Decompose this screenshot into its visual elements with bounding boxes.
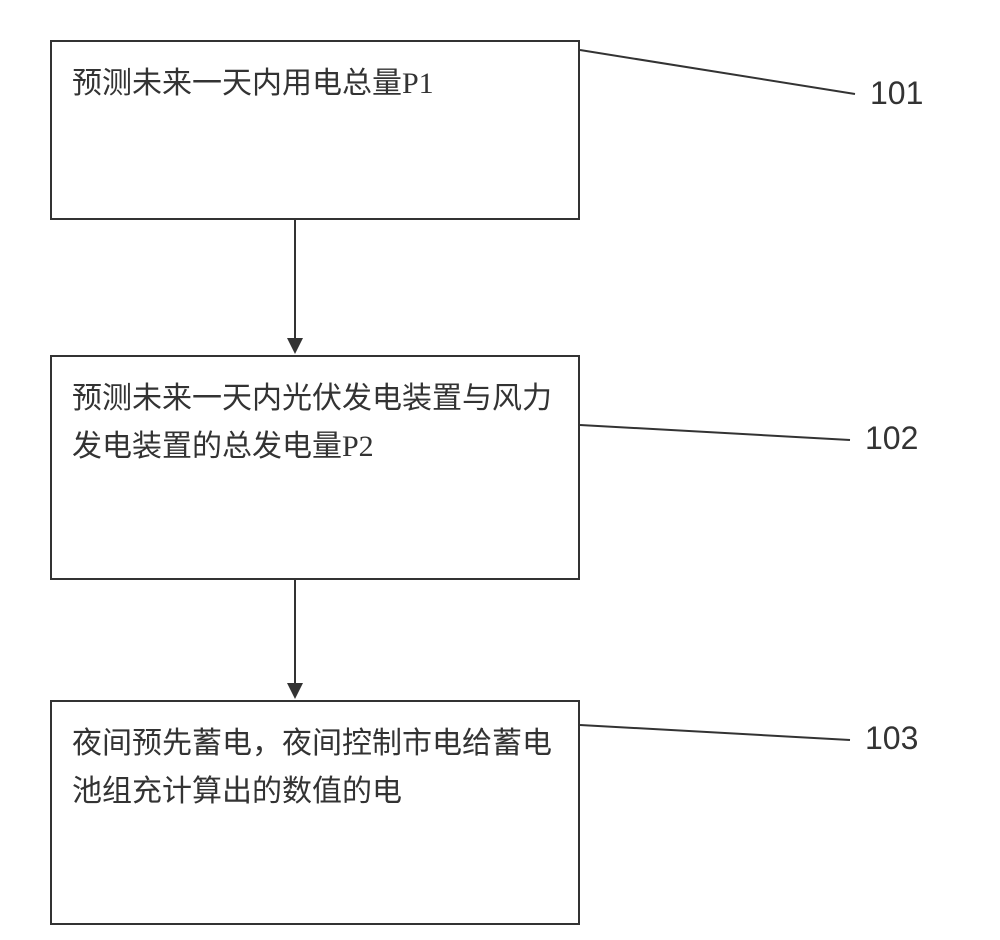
flowchart-node-1: 预测未来一天内用电总量P1 [50, 40, 580, 220]
arrow-1-line [294, 220, 296, 340]
arrow-2-line [294, 580, 296, 685]
node-3-text: 夜间预先蓄电，夜间控制市电给蓄电池组充计算出的数值的电 [72, 720, 558, 816]
node-2-label: 102 [865, 420, 918, 457]
arrow-2-head [287, 683, 303, 699]
node-3-label: 103 [865, 720, 918, 757]
flowchart-container: 预测未来一天内用电总量P1 101 预测未来一天内光伏发电装置与风力发电装置的总… [0, 0, 1000, 940]
node-1-label: 101 [870, 75, 923, 112]
arrow-1-head [287, 338, 303, 354]
flowchart-node-2: 预测未来一天内光伏发电装置与风力发电装置的总发电量P2 [50, 355, 580, 580]
node-2-text: 预测未来一天内光伏发电装置与风力发电装置的总发电量P2 [72, 375, 558, 471]
node-1-text: 预测未来一天内用电总量P1 [72, 60, 434, 108]
flowchart-node-3: 夜间预先蓄电，夜间控制市电给蓄电池组充计算出的数值的电 [50, 700, 580, 925]
